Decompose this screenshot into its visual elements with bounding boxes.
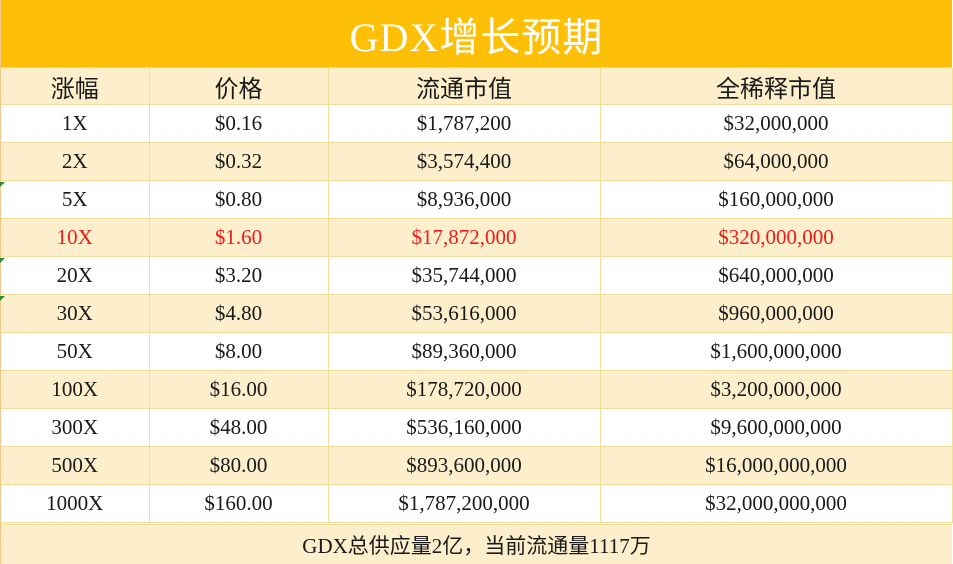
cell-circulating-cap: $178,720,000	[328, 370, 601, 409]
footer-note: GDX总供应量2亿，当前流通量1117万	[1, 524, 952, 564]
table-row: 5X $0.80 $8,936,000 $160,000,000	[1, 180, 953, 219]
cell-multiplier: 100X	[1, 370, 150, 409]
cell-multiplier: 500X	[1, 446, 150, 485]
cell-circulating-cap: $1,787,200	[328, 104, 601, 143]
cell-fdv: $960,000,000	[600, 294, 953, 333]
cell-price: $4.80	[149, 294, 329, 333]
cell-price: $80.00	[149, 446, 329, 485]
cell-circulating-cap: $35,744,000	[328, 256, 601, 295]
cell-price: $48.00	[149, 408, 329, 447]
table-title: GDX增长预期	[349, 14, 604, 60]
cell-price: $8.00	[149, 332, 329, 371]
title-banner: GDX增长预期	[1, 0, 952, 68]
cell-circulating-cap: $8,936,000	[328, 180, 601, 219]
table-row: 20X $3.20 $35,744,000 $640,000,000	[1, 256, 953, 295]
table-row: 10X $1.60 $17,872,000 $320,000,000	[1, 218, 953, 257]
cell-fdv: $3,200,000,000	[600, 370, 953, 409]
header-price: 价格	[149, 68, 329, 105]
cell-fdv: $32,000,000	[600, 104, 953, 143]
cell-fdv: $32,000,000,000	[600, 484, 953, 523]
header-fdv: 全稀释市值	[600, 68, 953, 105]
table-row: 300X $48.00 $536,160,000 $9,600,000,000	[1, 408, 953, 447]
cell-multiplier: 30X	[1, 294, 150, 333]
cell-fdv: $1,600,000,000	[600, 332, 953, 371]
cell-price: $0.32	[149, 142, 329, 181]
cell-price: $160.00	[149, 484, 329, 523]
cell-fdv: $160,000,000	[600, 180, 953, 219]
table-row: 30X $4.80 $53,616,000 $960,000,000	[1, 294, 953, 333]
header-multiplier: 涨幅	[1, 68, 150, 105]
cell-multiplier: 20X	[1, 256, 150, 295]
cell-price: $16.00	[149, 370, 329, 409]
table-row: 100X $16.00 $178,720,000 $3,200,000,000	[1, 370, 953, 409]
table-row: 2X $0.32 $3,574,400 $64,000,000	[1, 142, 953, 181]
cell-fdv: $16,000,000,000	[600, 446, 953, 485]
table-body: 1X $0.16 $1,787,200 $32,000,000 2X $0.32 $3,57…	[1, 104, 953, 523]
cell-marker-icon	[0, 258, 5, 263]
header-row: 涨幅 价格 流通市值 全稀释市值	[1, 68, 953, 105]
cell-circulating-cap: $53,616,000	[328, 294, 601, 333]
cell-circulating-cap: $893,600,000	[328, 446, 601, 485]
cell-multiplier: 50X	[1, 332, 150, 371]
table-row: 1000X $160.00 $1,787,200,000 $32,000,000,00…	[1, 484, 953, 523]
cell-fdv: $9,600,000,000	[600, 408, 953, 447]
cell-marker-icon	[0, 182, 5, 187]
cell-multiplier: 1X	[1, 104, 150, 143]
cell-circulating-cap: $17,872,000	[328, 218, 601, 257]
table-row: 500X $80.00 $893,600,000 $16,000,000,000	[1, 446, 953, 485]
cell-fdv: $320,000,000	[600, 218, 953, 257]
cell-circulating-cap: $89,360,000	[328, 332, 601, 371]
footer-text: GDX总供应量2亿，当前流通量1117万	[302, 533, 651, 558]
cell-fdv: $64,000,000	[600, 142, 953, 181]
growth-table: 涨幅 价格 流通市值 全稀释市值 1X $0.16 $1,787,200 $32,00…	[1, 68, 953, 523]
cell-marker-icon	[0, 296, 5, 301]
cell-multiplier: 5X	[1, 180, 150, 219]
cell-circulating-cap: $1,787,200,000	[328, 484, 601, 523]
cell-multiplier: 1000X	[1, 484, 150, 523]
table-row: 50X $8.00 $89,360,000 $1,600,000,000	[1, 332, 953, 371]
cell-multiplier: 300X	[1, 408, 150, 447]
cell-fdv: $640,000,000	[600, 256, 953, 295]
cell-price: $1.60	[149, 218, 329, 257]
cell-price: $3.20	[149, 256, 329, 295]
table-row: 1X $0.16 $1,787,200 $32,000,000	[1, 104, 953, 143]
cell-price: $0.80	[149, 180, 329, 219]
cell-circulating-cap: $3,574,400	[328, 142, 601, 181]
cell-price: $0.16	[149, 104, 329, 143]
header-circulating-cap: 流通市值	[328, 68, 601, 105]
cell-circulating-cap: $536,160,000	[328, 408, 601, 447]
cell-multiplier: 10X	[1, 218, 150, 257]
cell-multiplier: 2X	[1, 142, 150, 181]
